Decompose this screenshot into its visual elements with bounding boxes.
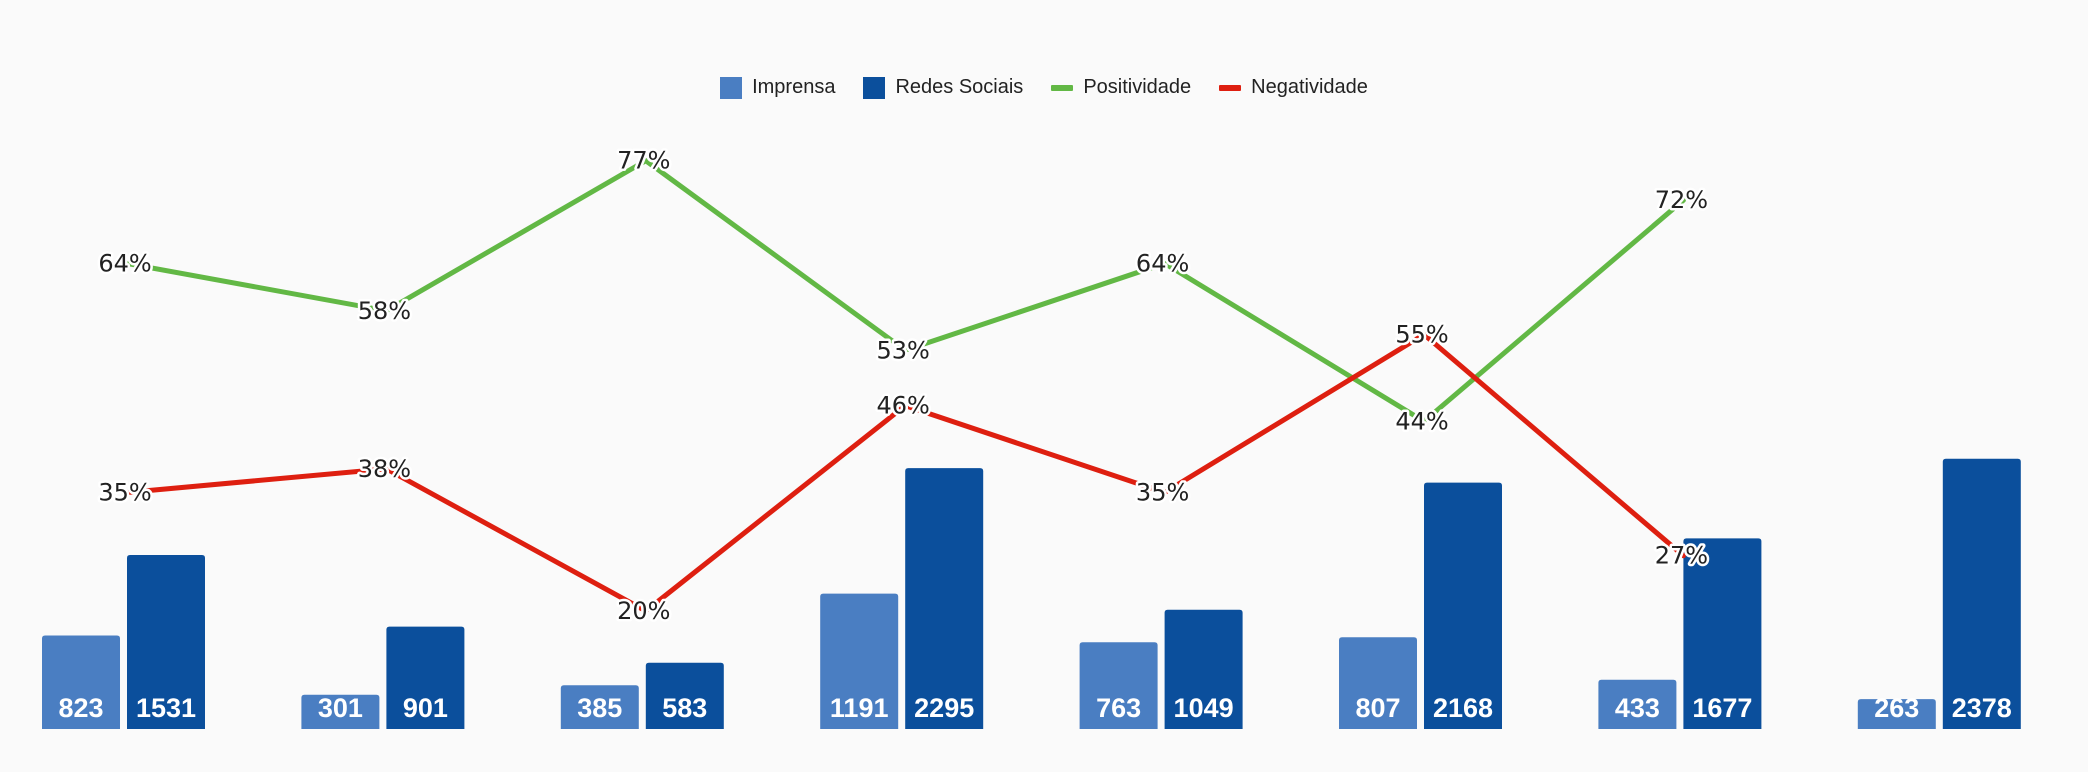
point-label-negatividade: 20% — [617, 597, 670, 625]
bar-imprensa — [1857, 699, 1936, 729]
bar-imprensa — [1339, 637, 1417, 729]
bar-imprensa — [301, 694, 380, 729]
legend-swatch — [1051, 84, 1074, 91]
bar-redes-sociais — [1683, 538, 1762, 729]
bar-redes-sociais — [1942, 458, 2021, 729]
legend-label: Negatividade — [1251, 76, 1368, 98]
bar-redes-sociais — [386, 626, 465, 729]
bar-imprensa — [1598, 679, 1677, 729]
chart-legend: Imprensa Redes Sociais Positividade Negativ… — [0, 76, 2088, 99]
bar-value-label: 2295 — [914, 693, 974, 723]
legend-item-negatividade[interactable]: Negatividade — [1219, 76, 1368, 99]
bar-value-label: 433 — [1615, 693, 1660, 723]
point-label-positividade: 64% — [98, 249, 151, 277]
bar-value-label: 1531 — [136, 693, 196, 723]
point-label-positividade: 77% — [617, 147, 670, 175]
bar-value-label: 301 — [318, 693, 363, 723]
bar-value-label: 1677 — [1692, 693, 1752, 723]
bar-value-label: 823 — [58, 693, 103, 723]
bar-redes-sociais — [127, 554, 205, 729]
bar-value-label: 901 — [403, 693, 448, 723]
point-label-positividade: 64% — [1136, 249, 1189, 277]
legend-label: Imprensa — [752, 76, 836, 98]
bar-value-label: 807 — [1355, 693, 1400, 723]
legend-swatch — [1219, 84, 1242, 91]
bar-value-label: 1049 — [1174, 693, 1234, 723]
bar-imprensa — [1079, 642, 1158, 729]
bar-redes-sociais — [905, 468, 984, 729]
point-label-positividade: 58% — [358, 297, 411, 325]
bar-value-label: 763 — [1096, 693, 1141, 723]
point-label-positividade: 53% — [877, 336, 930, 364]
legend-item-positividade[interactable]: Positividade — [1051, 76, 1191, 99]
bar-value-label: 2378 — [1952, 693, 2012, 723]
point-label-negatividade: 35% — [1136, 479, 1189, 507]
point-label-positividade: 72% — [1655, 186, 1708, 214]
point-label-negatividade: 35% — [98, 479, 151, 507]
point-label-negatividade: 38% — [358, 455, 411, 483]
legend-swatch — [863, 76, 886, 99]
bar-value-label: 583 — [662, 693, 707, 723]
bar-value-label: 1191 — [830, 693, 889, 723]
legend-item-redes-sociais[interactable]: Redes Sociais — [863, 76, 1023, 99]
bar-redes-sociais — [1164, 609, 1243, 729]
legend-label: Positividade — [1083, 76, 1192, 98]
bar-imprensa — [820, 593, 899, 729]
bar-value-label: 385 — [577, 693, 622, 723]
point-label-negatividade: 46% — [877, 392, 930, 420]
line-positividade — [124, 158, 1686, 424]
legend-swatch — [720, 76, 743, 99]
bar-value-label: 263 — [1874, 693, 1919, 723]
legend-item-imprensa[interactable]: Imprensa — [720, 76, 835, 99]
bar-imprensa — [560, 685, 639, 729]
point-label-negatividade: 55% — [1395, 321, 1448, 349]
legend-label: Redes Sociais — [895, 76, 1024, 98]
bar-value-label: 2168 — [1433, 693, 1493, 723]
bar-redes-sociais — [1424, 482, 1502, 729]
point-label-negatividade: 27% — [1655, 542, 1708, 570]
bar-imprensa — [42, 635, 120, 729]
line-negatividade — [124, 332, 1686, 614]
point-label-positividade: 44% — [1395, 407, 1448, 435]
bar-redes-sociais — [645, 662, 724, 729]
